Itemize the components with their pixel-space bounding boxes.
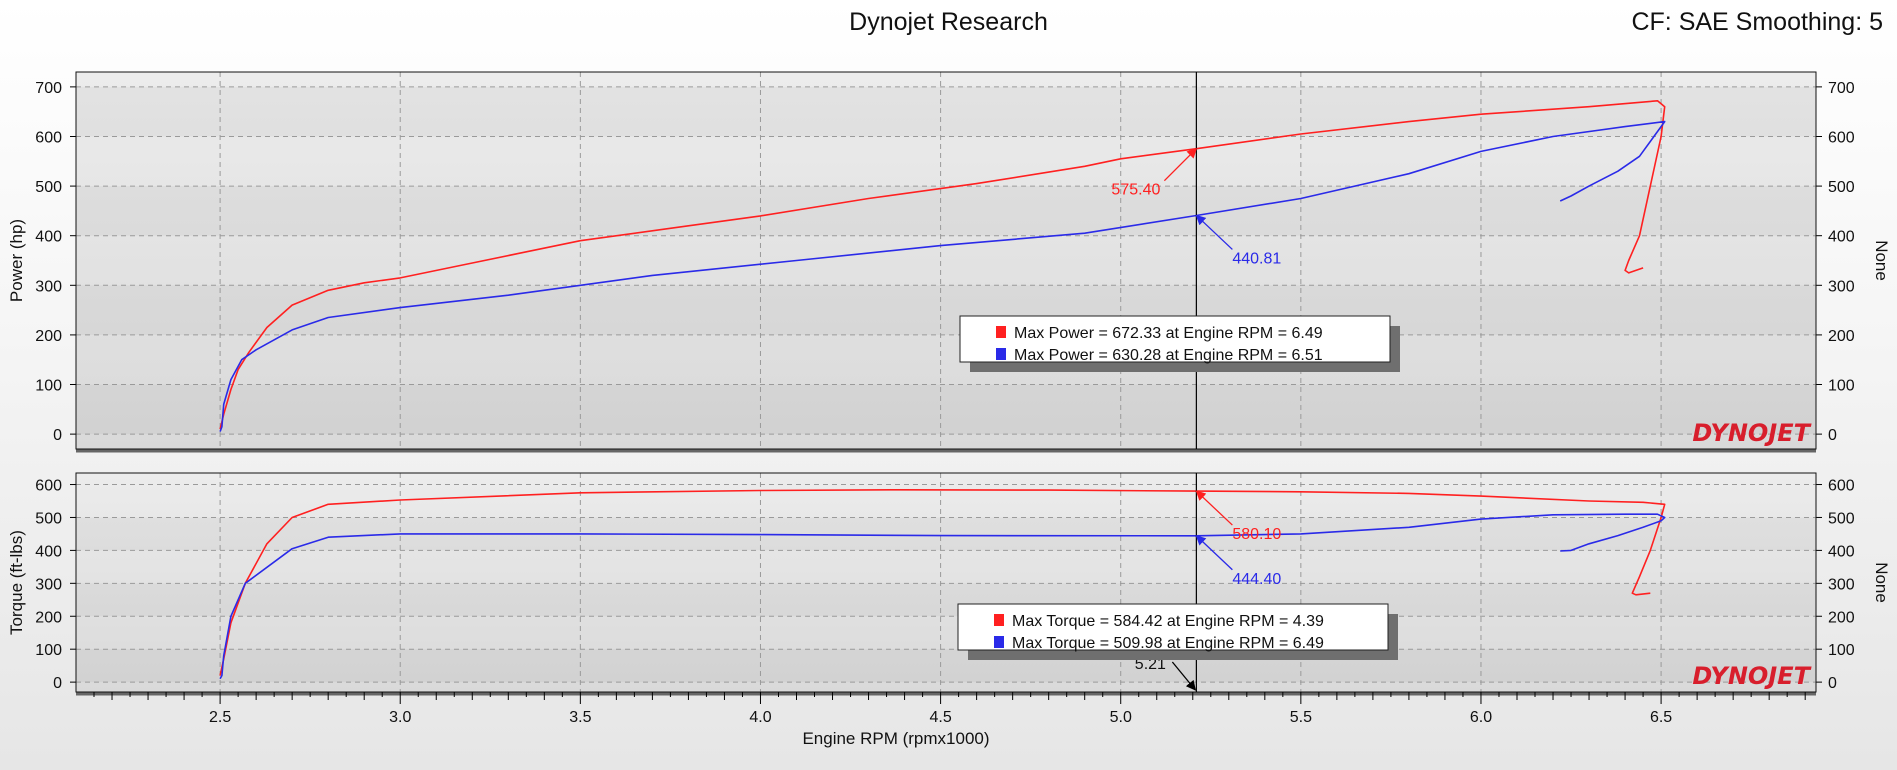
y-tick-label: 100 — [35, 642, 62, 659]
x-axis-label: Engine RPM (rpmx1000) — [802, 729, 989, 748]
legend-box — [957, 603, 1389, 651]
annotation-arrow — [1195, 490, 1233, 526]
legend-entry: Max Torque = 584.42 at Engine RPM = 4.39 — [1012, 613, 1324, 630]
y-tick-label-right: 500 — [1828, 179, 1855, 196]
torque-panel: 0 0 100 100 200 200 300 300 400 400 500 500 600 600 To… — [7, 472, 1891, 748]
y-tick-label-right: 300 — [1828, 576, 1855, 593]
chart-title: Dynojet Research — [849, 8, 1048, 36]
y-tick-label: 700 — [35, 80, 62, 97]
annotation-arrow — [1195, 535, 1233, 571]
y-tick-label: 400 — [35, 543, 62, 560]
annotation-arrow — [1163, 147, 1198, 182]
y-tick-label: 400 — [35, 229, 62, 246]
series-line-2 — [219, 120, 1666, 432]
y-tick-label-right: 0 — [1828, 675, 1837, 692]
legend-box — [959, 315, 1391, 363]
y-axis-label: Torque (ft-lbs) — [7, 530, 26, 635]
x-tick-label: 2.5 — [209, 709, 231, 726]
plot-border — [75, 472, 1817, 693]
grid-band — [76, 517, 1816, 550]
legend-entry: Max Torque = 509.98 at Engine RPM = 6.49 — [1012, 635, 1324, 652]
y-tick-label: 600 — [35, 478, 62, 495]
y-tick-label-right: 500 — [1828, 510, 1855, 527]
y-tick-label: 500 — [35, 179, 62, 196]
y-tick-label-right: 100 — [1828, 642, 1855, 659]
grid-band — [76, 649, 1816, 682]
legend-swatch — [996, 348, 1006, 360]
y-tick-label: 300 — [35, 278, 62, 295]
y-axis-label: Power (hp) — [7, 219, 26, 302]
dynojet-logo: DYNOJET — [1692, 662, 1811, 690]
legend-entry: Max Power = 672.33 at Engine RPM = 6.49 — [1014, 325, 1323, 342]
y-tick-label-right: 200 — [1828, 609, 1855, 626]
correction-factor-label: CF: SAE Smoothing: 5 — [1631, 8, 1883, 36]
y-tick-label: 200 — [35, 328, 62, 345]
annotation-label: 444.40 — [1232, 571, 1281, 588]
y-tick-label-right: 200 — [1828, 328, 1855, 345]
grid-band — [76, 385, 1816, 435]
annotation-label: 440.81 — [1232, 250, 1281, 267]
x-tick-label: 6.5 — [1650, 709, 1672, 726]
y-tick-label: 0 — [53, 675, 62, 692]
y-tick-label-right: 400 — [1828, 543, 1855, 560]
legend-swatch — [994, 636, 1004, 648]
y-tick-label: 500 — [35, 510, 62, 527]
y-tick-label-right: 600 — [1828, 478, 1855, 495]
y-tick-label: 100 — [35, 378, 62, 395]
x-tick-label: 5.0 — [1110, 709, 1132, 726]
y-tick-label-right: 600 — [1828, 129, 1855, 146]
x-tick-label: 5.5 — [1290, 709, 1312, 726]
y-tick-label-right: 0 — [1828, 427, 1837, 444]
annotation-label: 575.40 — [1111, 182, 1160, 199]
x-tick-label: 3.5 — [569, 709, 591, 726]
x-tick-label: 4.0 — [749, 709, 771, 726]
annotation-label: 580.10 — [1232, 526, 1281, 543]
legend-swatch — [996, 326, 1006, 338]
y-tick-label: 0 — [53, 427, 62, 444]
x-tick-label: 6.0 — [1470, 709, 1492, 726]
grid-band — [76, 285, 1816, 335]
grid-band — [76, 583, 1816, 616]
legend-entry: Max Power = 630.28 at Engine RPM = 6.51 — [1014, 347, 1323, 364]
x-tick-label: 4.5 — [929, 709, 951, 726]
y-tick-label: 600 — [35, 129, 62, 146]
y-tick-label-right: 300 — [1828, 278, 1855, 295]
plot-border — [75, 71, 1817, 450]
grid-band — [76, 87, 1816, 137]
power-panel: 0 0 100 100 200 200 300 300 400 400 500 500 600 600 70… — [7, 71, 1891, 453]
y-tick-label-right: 400 — [1828, 229, 1855, 246]
legend-swatch — [994, 614, 1004, 626]
right-axis-label: None — [1872, 562, 1891, 603]
cursor-arrow — [1171, 661, 1197, 691]
cursor-value-label: 5.21 — [1135, 656, 1166, 673]
series-line-2 — [219, 513, 1666, 680]
y-tick-label: 300 — [35, 576, 62, 593]
y-tick-label-right: 100 — [1828, 378, 1855, 395]
grid-band — [76, 186, 1816, 236]
series-line-1 — [219, 100, 1666, 430]
annotation-arrow — [1195, 214, 1233, 250]
right-axis-label: None — [1872, 240, 1891, 281]
x-tick-label: 3.0 — [389, 709, 411, 726]
y-tick-label: 200 — [35, 609, 62, 626]
torque-plot-area — [76, 473, 1816, 692]
dynojet-logo: DYNOJET — [1692, 419, 1811, 447]
y-tick-label-right: 700 — [1828, 80, 1855, 97]
power-plot-area — [76, 72, 1816, 449]
